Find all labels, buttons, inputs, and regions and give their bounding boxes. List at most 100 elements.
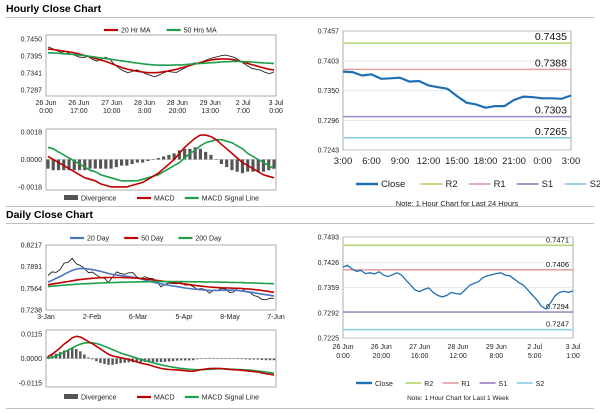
hourly-sr-y-tick-label: 0.7403 [318, 59, 340, 66]
daily-macd-legend-label: MACD Signal Line [202, 395, 259, 402]
daily-macd-divergence-bar [71, 348, 74, 359]
daily-macd-divergence-bar [192, 358, 195, 361]
daily-sr-x-tick-label: 2 Jul [527, 344, 542, 351]
daily-macd-divergence-bar [264, 358, 268, 361]
daily-sr-x-tick-label: 27 Jun [409, 344, 430, 351]
daily-sr-x-tick-label: 26 Jun [371, 344, 392, 351]
daily-sr-note: Note: 1 Hour Chart for Last 1 Week [407, 395, 510, 402]
daily-macd-divergence-bar [155, 358, 159, 363]
hourly-macd-divergence-bar [56, 159, 61, 171]
hourly-price-x-tick-label: 26 Jun [35, 100, 56, 107]
daily-macd-legend-label: Divergence [81, 395, 117, 402]
hourly-macd-divergence-bar [193, 147, 197, 160]
hourly-section-title: Hourly Close Chart [6, 3, 102, 15]
daily-macd-divergence-bar [167, 358, 171, 362]
hourly-sr-level-label-r1: 0.7388 [535, 57, 567, 69]
hourly-price-y-tick-label: 0.7450 [21, 36, 43, 43]
daily-macd-divergence-bar [163, 358, 167, 362]
daily-macd-divergence-bar [224, 358, 227, 359]
hourly-sr-x-tick-label: 18:00 [474, 156, 498, 167]
hourly-macd-divergence-bar [104, 159, 108, 169]
hourly-macd-divergence-bar [240, 159, 245, 174]
hourly-macd-divergence-bar [162, 156, 166, 160]
daily-macd-divergence-bar [220, 358, 223, 359]
daily-macd-divergence-bar [228, 358, 231, 359]
hourly-macd-divergence-bar [177, 150, 181, 160]
daily-sr-level-label-r1: 0.7406 [546, 260, 569, 269]
daily-macd-divergence-bar [66, 349, 70, 359]
daily-macd-divergence-bar [123, 358, 126, 363]
hourly-macd-divergence-bar [219, 159, 224, 165]
hourly-price-legend-label: 50 Hrs MA [184, 28, 217, 35]
hourly-macd-divergence-bar [135, 159, 139, 163]
daily-price-legend-label: 20 Day [87, 236, 110, 243]
hourly-macd-divergence-bar [256, 159, 260, 172]
daily-macd-divergence-bar [115, 358, 118, 364]
daily-sr-close-series [342, 264, 574, 310]
daily-sr-x-tick-label-time: 0:00 [336, 353, 350, 360]
hourly-macd-divergence-bar [51, 159, 55, 171]
daily-price-plot-frame [45, 244, 277, 311]
daily-price-y-tick-label: 0.7238 [21, 308, 43, 315]
hourly-macd-divergence-bar [120, 159, 124, 166]
daily-sr-x-tick-label: 29 Jun [486, 344, 507, 351]
hourly-macd-divergence-bar [98, 159, 103, 169]
daily-macd-divergence-bar [212, 357, 215, 359]
hourly-price-x-tick-label: 28 Jun [167, 100, 188, 107]
daily-price-ma200-series [47, 280, 275, 288]
hourly-macd-divergence-bar [83, 159, 87, 171]
daily-sr-x-tick-label-time: 16:00 [411, 353, 429, 360]
hourly-price-x-tick-label-time: 10:00 [103, 108, 121, 115]
hourly-macd-divergence-bar [235, 159, 239, 172]
hourly-macd-divergence-bar [130, 159, 134, 165]
daily-price-x-tick-label: 2-Feb [83, 314, 101, 321]
daily-macd-divergence-bar [244, 358, 247, 360]
hourly-sr-x-tick-label: 6:00 [362, 156, 381, 167]
daily-sr-y-tick-label: 0.7426 [318, 260, 340, 267]
daily-price-ma20-series [47, 267, 275, 297]
daily-macd-y-tick-label: 0.0115 [21, 332, 42, 339]
hourly-sr-y-tick-label: 0.7296 [318, 118, 340, 125]
daily-macd-divergence-bar [75, 349, 78, 359]
hourly-macd-divergence-bar [141, 159, 145, 163]
daily-sr-y-tick-label: 0.7493 [318, 235, 340, 242]
daily-macd-divergence-bar [204, 358, 207, 359]
hourly-macd-divergence-bar [93, 159, 97, 169]
hourly-sr-x-tick-label: 15:00 [445, 156, 469, 167]
hourly-macd-y-tick-label: 0.0000 [21, 157, 43, 164]
daily-macd-divergence-bar [252, 358, 256, 360]
hourly-macd-y-tick-label: 0.0018 [21, 130, 43, 137]
hourly-sr-note: Note: 1 Hour Chart for Last 24 Hours [396, 199, 519, 208]
daily-macd-divergence-bar [111, 358, 114, 365]
hourly-macd-legend-label: MACD [154, 196, 175, 203]
hourly-macd-divergence-bar [88, 159, 92, 169]
daily-macd-divergence-bar [151, 358, 155, 362]
daily-macd-divergence-bar [216, 358, 219, 359]
daily-price-x-tick-label: 5-Apr [175, 314, 193, 321]
daily-macd-divergence-bar [99, 358, 102, 363]
daily-macd-divergence-bar [171, 358, 175, 362]
hourly-price-y-tick-label: 0.7395 [21, 54, 43, 61]
hourly-macd-divergence-bar [204, 151, 208, 160]
hourly-price-x-tick-label-time: 20:00 [169, 108, 187, 115]
hourly-macd-signal-series [47, 138, 275, 182]
hourly-macd-divergence-bar [214, 159, 218, 160]
daily-macd-divergence-bar [208, 357, 211, 359]
daily-macd-divergence-bar [127, 358, 130, 363]
daily-macd-divergence-bar [188, 358, 191, 361]
daily-sr-y-tick-label: 0.7359 [318, 285, 340, 292]
hourly-macd-divergence-bar [261, 159, 266, 172]
hourly-sr-x-tick-label: 0:00 [533, 156, 552, 167]
hourly-macd-divergence-bar [156, 157, 160, 160]
daily-sr-level-label-s2: 0.7247 [546, 320, 569, 329]
daily-macd-divergence-bar [95, 358, 98, 362]
hourly-price-x-tick-label: 27 Jun [101, 100, 122, 107]
daily-sr-legend-label: R1 [461, 381, 470, 388]
hourly-price-x-tick-label-time: 13:00 [202, 108, 220, 115]
daily-price-y-tick-label: 0.7891 [21, 264, 43, 271]
daily-macd-divergence-bar [58, 352, 62, 359]
daily-price-legend-label: 200 Day [195, 236, 222, 243]
daily-price-x-tick-label: 7-Jun [267, 314, 285, 321]
